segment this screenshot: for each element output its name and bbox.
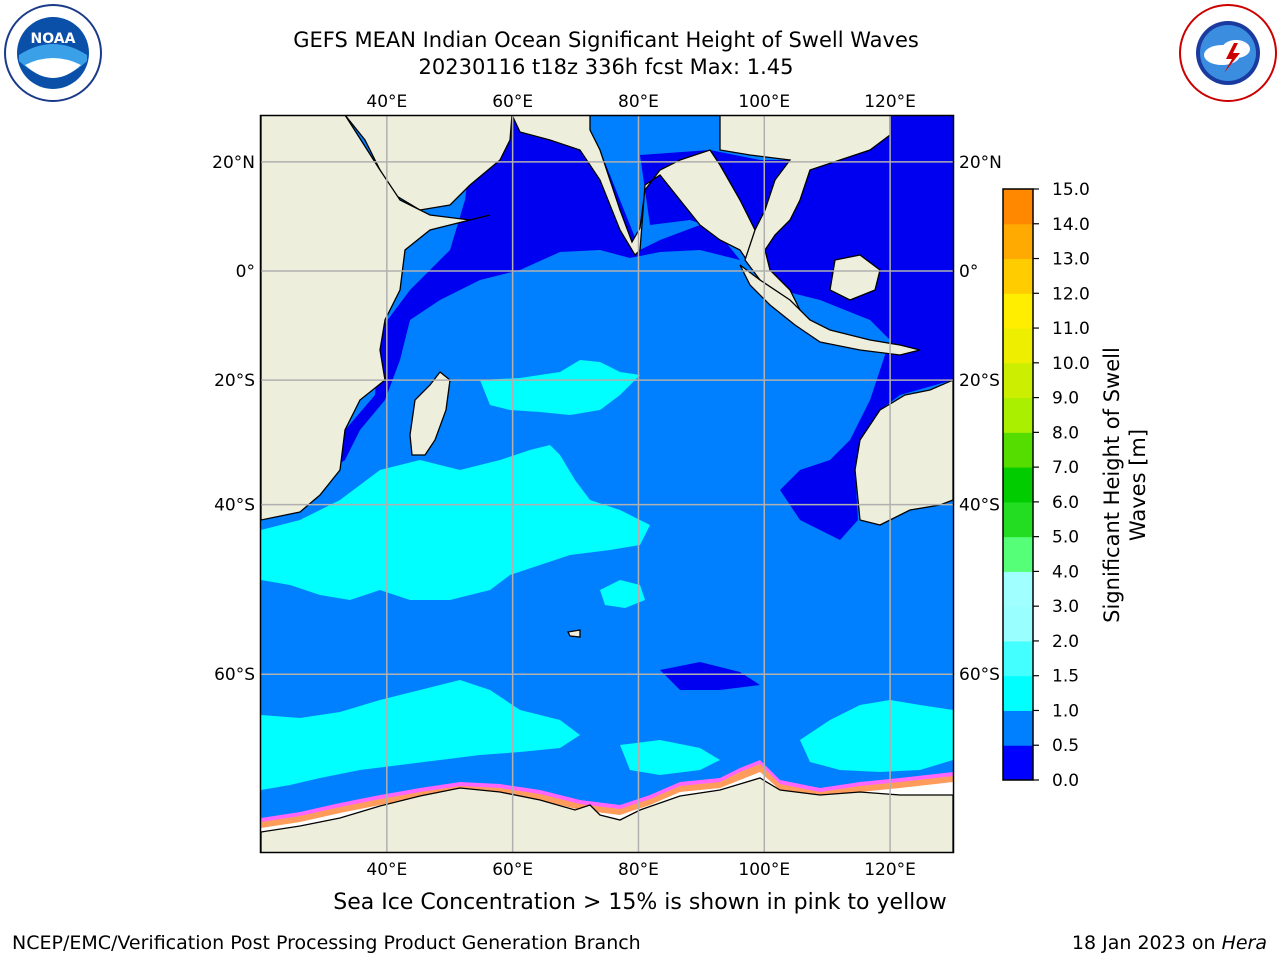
lat-tick-label-left: 20°S (214, 371, 255, 391)
colorbar-band (1003, 362, 1033, 399)
lon-tick-label-top: 80°E (618, 92, 659, 112)
lat-tick-label-left: 60°S (214, 665, 255, 685)
colorbar-title-line2: Waves [m] (1126, 428, 1150, 542)
colorbar-band (1003, 467, 1033, 503)
colorbar-band (1003, 536, 1033, 572)
colorbar-tick-label: 7.0 (1052, 458, 1079, 478)
colorbar-title-line1: Significant Height of Swell (1100, 347, 1124, 623)
lat-tick-label-left: 40°S (214, 496, 255, 516)
colorbar-band (1003, 675, 1033, 711)
lon-tick-label-bottom: 120°E (864, 860, 916, 880)
colorbar-frame (1002, 188, 1034, 781)
chart-subtitle: 20230116 t18z 336h fcst Max: 1.45 (418, 55, 794, 79)
noaa-logo-icon: NOAA (4, 4, 102, 102)
axis-labels: 40°E 40°E 60°E 60°E 80°E 80°E 100°E 100°E 120°E 1… (212, 92, 1002, 880)
colorbar-band (1003, 501, 1033, 538)
grid-lines (261, 115, 953, 853)
colorbar-tick-label: 8.0 (1052, 423, 1079, 443)
colorbar-band (1003, 606, 1033, 642)
colorbar-tick-label: 11.0 (1052, 319, 1090, 339)
colorbar: 0.0 0.5 1.0 1.5 2.0 3.0 4.0 5.0 6.0 7.0 8.0 9.0 10.0… (1002, 180, 1090, 791)
colorbar-tick-label: 1.0 (1052, 701, 1079, 721)
colorbar-tick-label: 6.0 (1052, 493, 1079, 513)
colorbar-band (1003, 397, 1033, 433)
swell-band-1.0-1.5 (261, 360, 953, 790)
colorbar-tick-label: 12.0 (1052, 284, 1090, 304)
map-frame (259, 114, 955, 854)
colorbar-band (1003, 293, 1033, 329)
credit-left: NCEP/EMC/Verification Post Processing Pr… (12, 932, 641, 954)
lon-tick-label-bottom: 40°E (366, 860, 407, 880)
chart-title: GEFS MEAN Indian Ocean Significant Heigh… (293, 28, 919, 52)
lat-tick-label-left: 0° (236, 262, 255, 282)
colorbar-tick-label: 4.0 (1052, 562, 1079, 582)
sea-ice-note: Sea Ice Concentration > 15% is shown in … (333, 890, 947, 915)
colorbar-tick-label: 3.0 (1052, 597, 1079, 617)
colorbar-tick-label: 9.0 (1052, 389, 1079, 409)
credit-machine: Hera (1221, 932, 1267, 954)
lat-tick-label-left: 20°N (212, 153, 255, 173)
land (261, 115, 953, 853)
colorbar-tick-label: 0.0 (1052, 771, 1079, 791)
colorbar-band (1003, 571, 1033, 607)
colorbar-tick-label: 1.5 (1052, 667, 1079, 687)
lon-tick-label-top: 60°E (492, 92, 533, 112)
colorbar-tick-label: 0.5 (1052, 736, 1079, 756)
lon-tick-label-top: 100°E (738, 92, 790, 112)
colorbar-band (1003, 223, 1033, 260)
lat-tick-label-right: 0° (959, 262, 978, 282)
lon-tick-label-top: 120°E (864, 92, 916, 112)
colorbar-tick-label: 13.0 (1052, 250, 1090, 270)
colorbar-tick-label: 10.0 (1052, 354, 1090, 374)
lon-tick-label-bottom: 80°E (618, 860, 659, 880)
credit-date: 18 Jan 2023 on (1071, 932, 1216, 954)
colorbar-band (1003, 258, 1033, 294)
lon-tick-label-bottom: 60°E (492, 860, 533, 880)
colorbar-tick-label: 2.0 (1052, 632, 1079, 652)
map-area (261, 115, 953, 853)
credit-right: 18 Jan 2023 on Hera (1072, 932, 1267, 954)
colorbar-tick-label: 14.0 (1052, 215, 1090, 235)
colorbar-band (1003, 710, 1033, 746)
svg-text:NOAA: NOAA (31, 31, 76, 47)
lat-tick-label-right: 60°S (959, 665, 1000, 685)
lat-tick-label-right: 20°S (959, 371, 1000, 391)
colorbar-band (1003, 189, 1033, 225)
colorbar-tick-label: 5.0 (1052, 528, 1079, 548)
lat-tick-label-right: 40°S (959, 496, 1000, 516)
colorbar-band (1003, 640, 1033, 677)
lat-tick-label-right: 20°N (959, 153, 1002, 173)
colorbar-band (1003, 328, 1033, 364)
colorbar-tick-label: 15.0 (1052, 180, 1090, 200)
lon-tick-label-bottom: 100°E (738, 860, 790, 880)
nws-logo-icon (1179, 4, 1277, 102)
colorbar-band (1003, 432, 1033, 468)
lon-tick-label-top: 40°E (366, 92, 407, 112)
colorbar-band (1003, 745, 1033, 781)
